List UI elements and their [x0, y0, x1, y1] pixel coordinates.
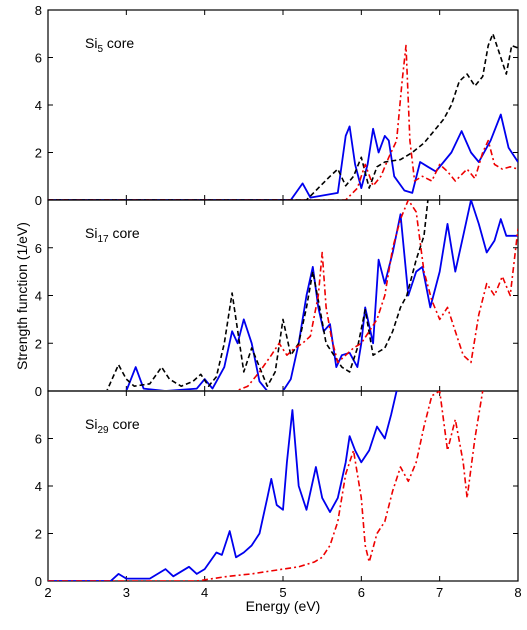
y-tick-label: 0 — [35, 193, 42, 208]
series-group — [48, 391, 484, 581]
panel-label-main: Si — [85, 416, 97, 432]
panel-label-main: Si — [85, 225, 97, 241]
y-tick-label: 0 — [35, 574, 42, 589]
panel-label: Si17 core — [85, 225, 140, 245]
panel-1: 0 2 4 6 Si17 core — [35, 199, 519, 399]
x-tick-label: 6 — [358, 585, 365, 600]
y-tick-label: 4 — [35, 289, 42, 304]
y-tick-label: 6 — [35, 432, 42, 447]
y-tick-label: 4 — [35, 479, 42, 494]
y-tick-label: 6 — [35, 51, 42, 66]
y-tick-label: 6 — [35, 241, 42, 256]
series-line-dash-black — [48, 33, 518, 200]
x-tick-label: 7 — [436, 585, 443, 600]
panel-label-rest: core — [109, 225, 140, 241]
panel-0: 0 2 4 6 8 Si5 core — [35, 3, 519, 208]
panel-label: Si5 core — [85, 35, 134, 55]
series-line-dashdot-red — [236, 200, 518, 390]
series-line-dashdot-red — [48, 44, 518, 200]
panel-label-main: Si — [85, 35, 97, 51]
x-tick-label: 4 — [201, 585, 208, 600]
panel-label: Si29 core — [85, 416, 140, 436]
series-line-dash-black — [106, 200, 429, 390]
x-axis-label: Energy (eV) — [246, 598, 321, 614]
y-axis-label: Strength function (1/eV) — [14, 222, 30, 370]
panel-label-sub: 5 — [97, 44, 103, 55]
panel-label-sub: 29 — [97, 425, 109, 436]
panel-2: 0 2 4 6 Si29 core — [35, 390, 519, 589]
panel-label-rest: core — [103, 35, 134, 51]
x-tick-label: 3 — [123, 585, 130, 600]
series-group — [48, 33, 518, 200]
y-tick-label: 2 — [35, 146, 42, 161]
x-tick-label: 8 — [514, 585, 521, 600]
series-line-solid-blue — [48, 391, 398, 581]
panel-label-rest: core — [109, 416, 140, 432]
series-group — [106, 200, 518, 390]
panel-label-sub: 17 — [97, 234, 109, 245]
y-tick-label: 4 — [35, 98, 42, 113]
series-line-solid-blue — [125, 200, 518, 390]
series-line-solid-blue — [48, 113, 518, 200]
y-tick-label: 8 — [35, 3, 42, 18]
x-tick-label: 2 — [44, 585, 51, 600]
y-tick-label: 0 — [35, 384, 42, 399]
y-tick-label: 2 — [35, 336, 42, 351]
x-tick-label: 5 — [279, 585, 286, 600]
y-tick-label: 2 — [35, 527, 42, 542]
